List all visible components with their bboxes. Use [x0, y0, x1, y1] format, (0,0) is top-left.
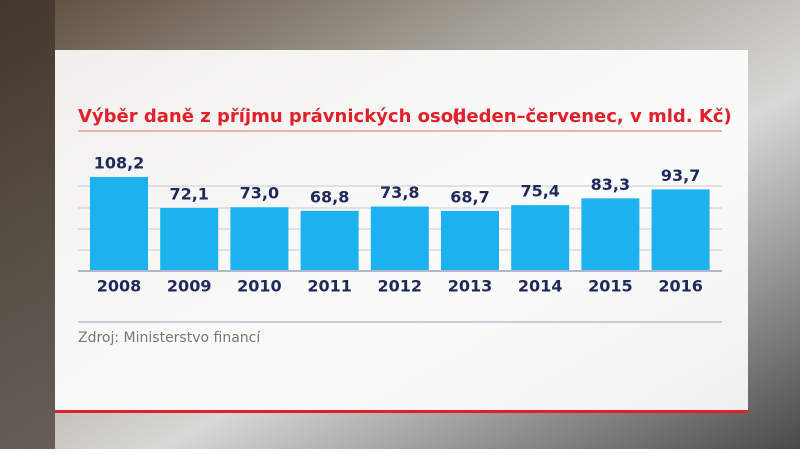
value-label: 68,7 [450, 187, 489, 206]
x-tick-label: 2016 [658, 277, 703, 296]
panel-bottom-line [55, 410, 748, 413]
background-shade [0, 0, 55, 449]
value-label: 68,8 [310, 187, 349, 206]
bar [230, 207, 289, 270]
x-tick-label: 2012 [378, 277, 423, 296]
bar [511, 205, 570, 270]
source: Zdroj: Ministerstvo financí [78, 330, 261, 346]
value-label: 73,8 [380, 183, 419, 202]
value-label: 72,1 [169, 184, 208, 203]
x-tick-label: 2015 [588, 277, 633, 296]
bar [370, 206, 429, 270]
x-tick-label: 2009 [167, 277, 212, 296]
bar [90, 176, 148, 270]
value-label: 93,7 [661, 166, 700, 185]
x-tick-label: 2013 [448, 277, 493, 296]
x-tick-label: 2010 [237, 277, 282, 296]
value-label: 73,0 [240, 184, 279, 203]
chart-subtitle: (leden–červenec, v mld. Kč) [452, 106, 732, 127]
bar [441, 210, 499, 270]
value-label: 75,4 [520, 182, 559, 201]
value-label: 83,3 [591, 175, 630, 194]
x-tick-label: 2008 [97, 277, 142, 296]
bar [651, 189, 710, 270]
x-tick-label: 2011 [307, 277, 352, 296]
bar [160, 207, 219, 270]
value-label: 108,2 [94, 153, 145, 172]
bar [581, 198, 640, 270]
x-tick-label: 2014 [518, 277, 563, 296]
chart-title: Výběr daně z příjmu právnických osob [78, 106, 466, 127]
bar [300, 210, 359, 270]
